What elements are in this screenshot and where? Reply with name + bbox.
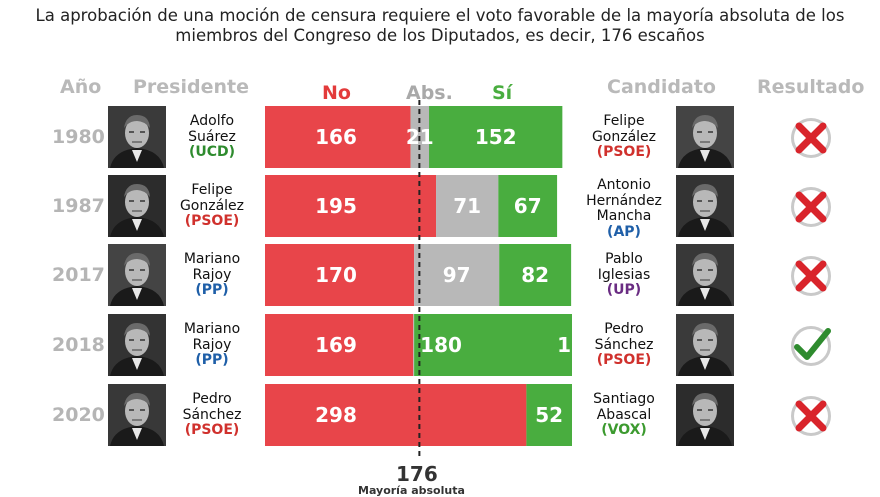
candidate-name-2020-line: Santiago xyxy=(593,391,655,407)
cross-icon xyxy=(791,256,831,296)
bar-abs-1987 xyxy=(436,175,499,237)
president-name-1987-line: Felipe xyxy=(191,182,233,198)
president-name-2018-line: Rajoy xyxy=(192,336,232,353)
bar-si-2020 xyxy=(526,384,572,446)
legend-no: No xyxy=(322,82,351,104)
president-name-2017-party: (PP) xyxy=(195,282,229,298)
header-year: Año xyxy=(60,76,102,98)
label-no-2017: 170 xyxy=(315,263,357,287)
bar-no-1987 xyxy=(265,175,437,237)
candidate-name-1980: Felipe González (PSOE) xyxy=(578,113,670,161)
header-result: Resultado xyxy=(757,76,865,98)
president-photo-1980 xyxy=(108,106,166,168)
president-name-2017-line: Mariano xyxy=(183,251,241,267)
candidate-name-2017-line: Iglesias xyxy=(597,266,651,283)
president-name-2018-party: (PP) xyxy=(195,352,229,368)
candidate-name-1980-line: González xyxy=(591,128,657,145)
label-abs-2018: 1 xyxy=(557,333,571,357)
label-no-1987: 195 xyxy=(315,194,357,218)
cross-icon xyxy=(791,396,831,436)
cross-icon xyxy=(791,118,831,158)
president-name-2020-line: Sánchez xyxy=(182,406,242,423)
president-name-1980: Adolfo Suárez (UCD) xyxy=(166,113,258,161)
candidate-photo-2017 xyxy=(676,244,734,306)
bar-abs-2017 xyxy=(414,244,500,306)
president-photo-2017 xyxy=(108,244,166,306)
president-photo-2018 xyxy=(108,314,166,376)
bar-no-2017 xyxy=(265,244,415,306)
candidate-photo-1987 xyxy=(676,175,734,237)
president-name-1980-party: (UCD) xyxy=(188,144,236,160)
header-candidate: Candidato xyxy=(607,76,716,98)
header-president: Presidente xyxy=(133,76,249,98)
bar-no-2020 xyxy=(265,384,527,446)
candidate-photo-1980 xyxy=(676,106,734,168)
candidate-name-2018-party: (PSOE) xyxy=(596,352,652,368)
majority-value: 176 xyxy=(396,462,438,486)
label-no-2018: 169 xyxy=(315,333,357,357)
label-no-1980: 166 xyxy=(315,125,357,149)
label-si-2017: 82 xyxy=(521,263,549,287)
candidate-name-2018: Pedro Sánchez (PSOE) xyxy=(578,321,670,369)
candidate-name-1987-line: Antonio xyxy=(597,177,651,193)
candidate-name-2017-party: (UP) xyxy=(606,282,642,298)
legend-si: Sí xyxy=(492,82,513,104)
candidate-name-2017-line: Pablo xyxy=(605,251,643,267)
candidate-name-2018-line: Sánchez xyxy=(594,336,654,353)
bar-si-2017 xyxy=(499,244,572,306)
check-icon xyxy=(791,326,831,366)
candidate-name-2017: Pablo Iglesias (UP) xyxy=(578,251,670,299)
year-label-2017: 2017 xyxy=(52,264,105,286)
bar-abs-2018 xyxy=(413,314,415,376)
candidate-name-1987: Antonio Hernández Mancha (AP) xyxy=(578,177,670,240)
year-label-2018: 2018 xyxy=(52,334,105,356)
president-name-2018: Mariano Rajoy (PP) xyxy=(166,321,258,369)
candidate-name-1987-party: (AP) xyxy=(607,223,641,240)
candidate-name-2020-party: (VOX) xyxy=(601,422,647,438)
year-label-2020: 2020 xyxy=(52,404,105,426)
year-label-1980: 1980 xyxy=(52,126,105,148)
candidate-name-2018-line: Pedro xyxy=(604,321,644,337)
label-si-1980: 152 xyxy=(475,125,517,149)
candidate-name-1980-party: (PSOE) xyxy=(596,144,652,160)
candidate-name-1987-line: Hernández xyxy=(586,192,662,209)
president-name-2020: Pedro Sánchez (PSOE) xyxy=(166,391,258,439)
bar-si-2018 xyxy=(414,314,572,376)
president-name-1980-line: Suárez xyxy=(188,128,236,145)
candidate-name-1980-line: Felipe xyxy=(603,113,645,129)
president-name-2020-party: (PSOE) xyxy=(184,422,240,438)
president-name-2017-line: Rajoy xyxy=(192,266,232,283)
label-abs-2017: 97 xyxy=(443,263,471,287)
label-si-2018: 180 xyxy=(420,333,462,357)
president-name-1987-party: (PSOE) xyxy=(184,213,240,229)
candidate-name-2020-line: Abascal xyxy=(596,406,652,423)
chart-title: La aprobación de una moción de censura r… xyxy=(35,6,845,45)
president-photo-2020 xyxy=(108,384,166,446)
president-name-1987-line: González xyxy=(179,197,245,214)
president-name-1987: Felipe González (PSOE) xyxy=(166,182,258,230)
candidate-photo-2020 xyxy=(676,384,734,446)
bar-si-1980 xyxy=(429,106,563,168)
label-si-2020: 52 xyxy=(535,403,563,427)
president-name-2020-line: Pedro xyxy=(192,391,232,407)
label-abs-1987: 71 xyxy=(453,194,481,218)
bar-no-1980 xyxy=(265,106,411,168)
candidate-name-1987-line: Mancha xyxy=(596,208,652,224)
bar-si-1987 xyxy=(498,175,558,237)
bar-no-2018 xyxy=(265,314,414,376)
legend-abs: Abs. xyxy=(406,82,453,104)
candidate-name-2020: Santiago Abascal (VOX) xyxy=(578,391,670,439)
president-name-2018-line: Mariano xyxy=(183,321,241,337)
president-name-2017: Mariano Rajoy (PP) xyxy=(166,251,258,299)
president-photo-1987 xyxy=(108,175,166,237)
year-label-1987: 1987 xyxy=(52,195,105,217)
label-si-1987: 67 xyxy=(514,194,542,218)
candidate-photo-2018 xyxy=(676,314,734,376)
cross-icon xyxy=(791,187,831,227)
president-name-1980-line: Adolfo xyxy=(189,113,235,129)
label-no-2020: 298 xyxy=(315,403,357,427)
majority-label: Mayoría absoluta xyxy=(358,484,465,497)
